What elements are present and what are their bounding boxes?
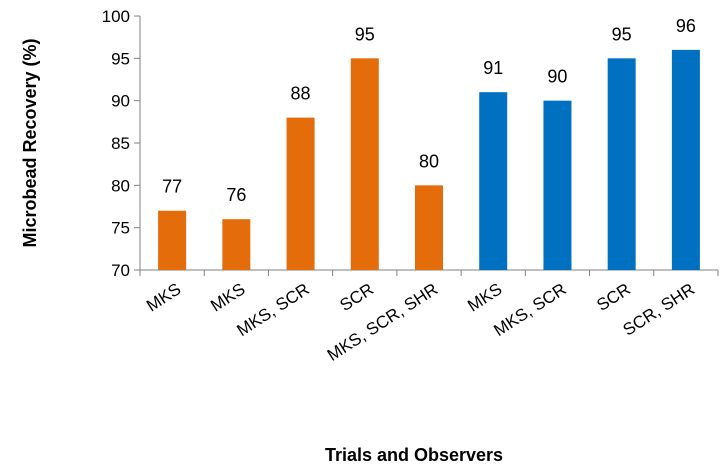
bar [286, 117, 315, 270]
plot-area: 70 75 80 85 90 95 100 77 MKS 76 MKS 88 MKS, SCR 95 SCR… [102, 7, 719, 365]
x-tick-label: MKS [143, 279, 184, 315]
bar [607, 58, 636, 271]
bar [543, 100, 572, 271]
y-tick-label: 90 [111, 92, 130, 111]
data-label: 88 [291, 84, 311, 104]
data-label: 80 [419, 151, 439, 171]
bar [350, 58, 379, 271]
data-label: 90 [547, 67, 567, 87]
x-tick-label: MKS, SCR [233, 279, 312, 340]
y-tick-label: 75 [111, 219, 130, 238]
y-tick-label: 95 [111, 49, 130, 68]
y-tick-label: 85 [111, 134, 130, 153]
data-label: 91 [483, 58, 503, 78]
x-tick-label: SCR, SHR [620, 279, 698, 339]
x-tick-label: MKS, SCR, SHR [324, 279, 441, 364]
bar [671, 49, 700, 270]
bar [158, 210, 187, 270]
data-label: 76 [226, 185, 246, 205]
bar [479, 92, 508, 270]
x-tick-label: SCR [593, 279, 633, 314]
x-tick-label: SCR [336, 279, 376, 314]
x-tick-label: MKS, SCR [490, 279, 569, 340]
y-tick-label: 100 [102, 7, 130, 26]
y-tick-label: 80 [111, 176, 130, 195]
y-axis-title: Microbead Recovery (%) [20, 38, 40, 247]
x-tick-label: MKS [207, 279, 248, 315]
y-tick-label: 70 [111, 261, 130, 280]
data-label: 96 [676, 16, 696, 36]
data-label: 77 [162, 177, 182, 197]
data-label: 95 [355, 24, 375, 44]
data-label: 95 [612, 24, 632, 44]
bar [222, 219, 251, 270]
x-axis-title: Trials and Observers [325, 445, 503, 465]
x-tick-label: MKS [464, 279, 505, 315]
bar [415, 185, 443, 270]
